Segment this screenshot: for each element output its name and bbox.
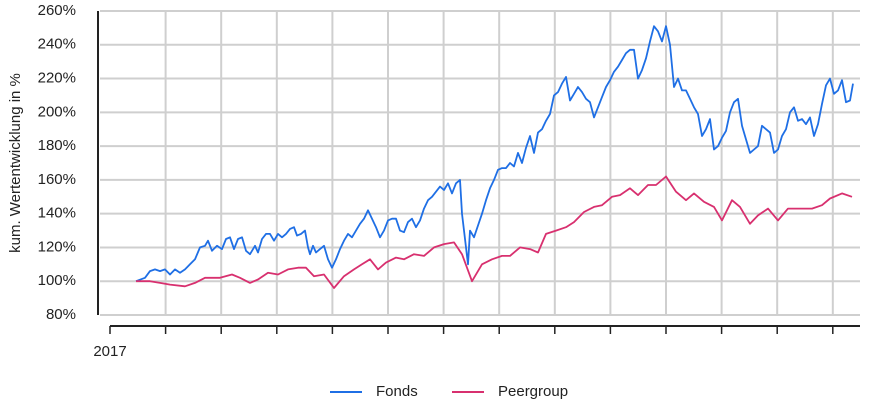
y-axis-label: kum. Wertentwicklung in %: [7, 73, 24, 253]
y-tick-label: 140%: [38, 205, 76, 222]
y-tick-label: 100%: [38, 272, 76, 289]
x-tick-label: 2017: [93, 343, 126, 360]
legend-label: Fonds: [376, 383, 418, 400]
y-tick-label: 120%: [38, 238, 76, 255]
y-tick-label: 160%: [38, 171, 76, 188]
y-tick-label: 220%: [38, 70, 76, 87]
y-tick-label: 80%: [46, 306, 76, 323]
legend-label: Peergroup: [498, 383, 568, 400]
y-tick-label: 200%: [38, 103, 76, 120]
series-line: [136, 175, 853, 289]
y-tick-label: 180%: [38, 137, 76, 154]
y-tick-label: 240%: [38, 36, 76, 53]
y-tick-label: 260%: [38, 2, 76, 19]
series-line: [135, 25, 854, 283]
